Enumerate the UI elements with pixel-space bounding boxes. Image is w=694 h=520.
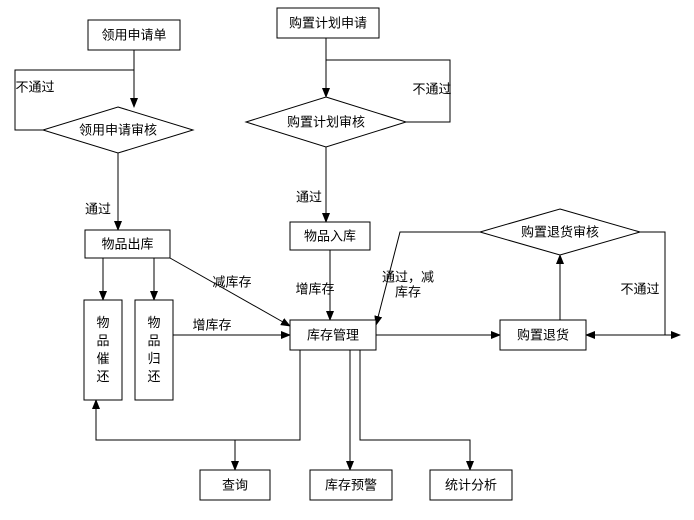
node-label: 购置计划审核 xyxy=(287,114,365,129)
edge-label: 增库存 xyxy=(192,317,231,332)
node-label: 物品出库 xyxy=(101,236,153,251)
edge-label: 增库存 xyxy=(295,281,334,296)
node-label: 还 xyxy=(147,369,160,384)
edge-label: 减库存 xyxy=(212,274,251,289)
edge-label: 库存 xyxy=(395,284,421,299)
flowchart-canvas: 领用申请单领用申请审核物品出库物品催还物品归还购置计划申请购置计划审核物品入库库… xyxy=(0,0,694,520)
node-label: 物品入库 xyxy=(304,228,356,243)
edge-e_inv_query_branch xyxy=(96,400,300,440)
edge-label: 通过 xyxy=(296,189,322,204)
node-label: 催 xyxy=(96,351,109,366)
node-label: 查询 xyxy=(222,477,248,492)
node-label: 物 xyxy=(147,315,160,330)
node-label: 购置退货审核 xyxy=(521,224,599,239)
node-label: 物 xyxy=(96,315,109,330)
node-label: 统计分析 xyxy=(445,477,497,492)
edge-label: 不通过 xyxy=(15,79,54,94)
node-label: 品 xyxy=(147,333,160,348)
node-label: 库存预警 xyxy=(325,477,377,492)
node-label: 还 xyxy=(96,369,109,384)
edge-label: 通过 xyxy=(85,201,111,216)
edge-e_inv_stats xyxy=(360,350,470,470)
node-label: 购置退货 xyxy=(517,327,569,342)
node-label: 购置计划申请 xyxy=(289,15,367,30)
edge-label: 不通过 xyxy=(620,281,659,296)
node-label: 品 xyxy=(96,333,109,348)
edge-e_out_inventory xyxy=(170,258,290,326)
edge-e_inv_query xyxy=(235,350,300,470)
edge-label: 通过，减 xyxy=(382,269,434,284)
node-label: 领用申请审核 xyxy=(79,122,157,137)
node-label: 库存管理 xyxy=(307,327,359,342)
node-label: 领用申请单 xyxy=(101,27,166,42)
edge-label: 不通过 xyxy=(412,81,451,96)
node-label: 归 xyxy=(147,351,160,366)
